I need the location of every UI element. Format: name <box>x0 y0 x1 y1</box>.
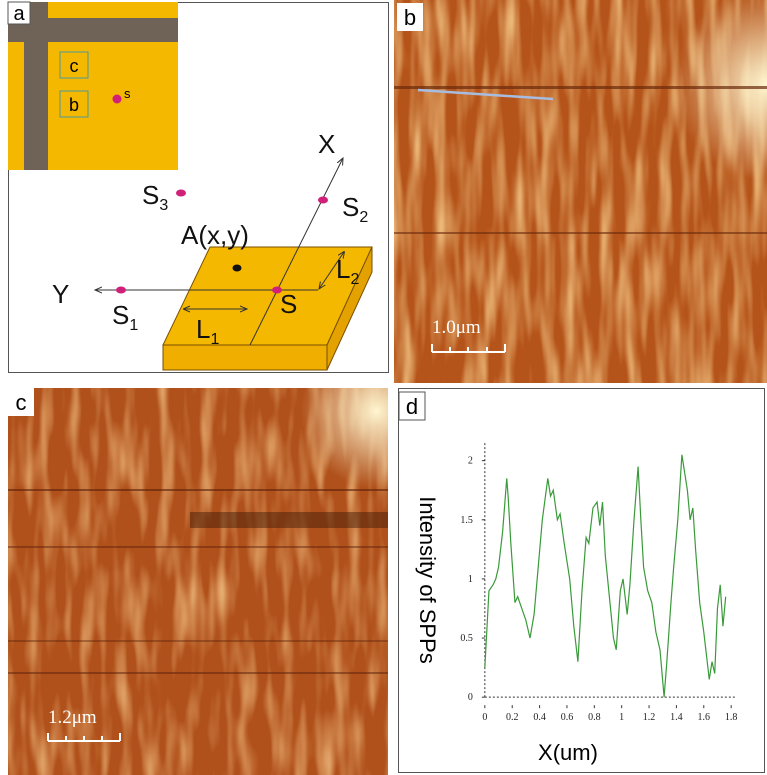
y-tick-label: 1.5 <box>460 515 473 526</box>
panel-c: 1.2μm c <box>8 388 388 775</box>
x-axis-label: X(um) <box>538 740 598 765</box>
inset-label: c <box>70 56 79 76</box>
scan-line <box>8 489 388 491</box>
region-box <box>59 51 89 79</box>
diagram-label: S3 <box>142 180 168 214</box>
x-tick-label: 1.2 <box>643 712 656 723</box>
x-tick-label: 0 <box>482 712 487 723</box>
scale-bar-label: 1.0μm <box>432 317 481 338</box>
diagram-label: L2 <box>336 254 359 288</box>
scale-bar <box>431 344 506 353</box>
panel-label: c <box>16 390 27 415</box>
scan-line <box>394 86 767 89</box>
electrode <box>8 18 178 42</box>
y-tick-label: 0 <box>468 692 473 703</box>
x-tick-label: 0.4 <box>533 712 546 723</box>
panel-d: d X(um) Intensity of SPPs 0 0.2 0.4 0.6 0.8 1… <box>398 388 765 773</box>
y-tick-label: 0.5 <box>460 633 473 644</box>
profile-line <box>417 88 554 101</box>
scale-bar <box>47 733 121 742</box>
scan-line <box>8 546 388 548</box>
panel-b: 1.0μm b <box>394 0 767 383</box>
panel-label: a <box>13 3 25 25</box>
x-tick-label: 1.8 <box>725 712 738 723</box>
diagram-label: Y <box>52 279 69 309</box>
panel-label-box <box>398 391 426 421</box>
data-line <box>484 454 727 698</box>
panel-label: d <box>406 394 418 419</box>
x-tick-label: 1.6 <box>698 712 711 723</box>
panel-label-box <box>7 1 31 25</box>
scale-bar-label: 1.2μm <box>48 707 97 728</box>
panel-label-box <box>8 388 34 416</box>
diagram-label: A(x,y) <box>181 220 249 250</box>
panel-a: c b s a X S2 S3 A(x,y) Y S1 S L2 L1 <box>7 1 389 373</box>
y-tick-label: 1 <box>468 574 473 585</box>
point <box>318 196 328 204</box>
panel-label-box <box>397 3 423 31</box>
slab-front <box>162 344 328 371</box>
x-tick-label: 1.4 <box>670 712 683 723</box>
panel-border <box>398 388 765 773</box>
x-tick-label: 0.6 <box>561 712 574 723</box>
region-box <box>59 90 89 118</box>
scan-line <box>394 232 767 234</box>
y-tick-label: 2 <box>468 456 473 467</box>
point <box>176 189 186 197</box>
scan-line <box>8 640 388 642</box>
image-glow <box>394 0 767 383</box>
image-glow <box>8 388 388 775</box>
point <box>116 286 126 294</box>
x-tick-label: 1 <box>619 712 624 723</box>
inset-label: b <box>69 95 79 115</box>
slab-side <box>326 246 373 371</box>
x-axis-arrow <box>249 158 343 346</box>
diagram-label: S2 <box>342 192 368 226</box>
y-axis-label: Intensity of SPPs <box>415 496 440 664</box>
source-dot <box>112 94 122 104</box>
x-tick-label: 0.8 <box>588 712 601 723</box>
dark-band <box>190 512 388 528</box>
diagram-label: L1 <box>196 314 219 348</box>
point <box>272 286 282 294</box>
x-tick-label: 0.2 <box>506 712 519 723</box>
panel-label: b <box>404 5 416 30</box>
dimension-arrow <box>319 252 344 289</box>
diagram-label: S1 <box>112 300 138 334</box>
point <box>232 264 242 272</box>
inset-label: s <box>124 86 131 101</box>
diagram-label: X <box>318 129 335 159</box>
scan-line <box>8 672 388 674</box>
diagram-label: S <box>280 289 297 319</box>
